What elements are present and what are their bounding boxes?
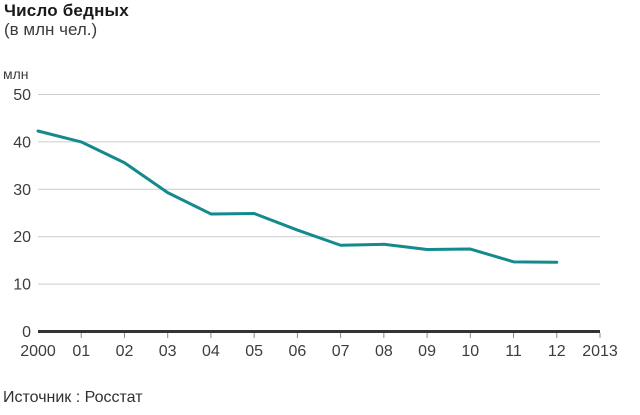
x-tick-label: 06 <box>288 343 306 360</box>
x-tick-label: 01 <box>72 343 90 360</box>
chart-subtitle: (в млн чел.) <box>4 20 98 39</box>
x-tick-label: 09 <box>418 343 436 360</box>
y-tick-label: 50 <box>13 87 31 104</box>
chart-title: Число бедных <box>4 1 129 20</box>
x-tick-label: 04 <box>202 343 220 360</box>
y-tick-label: 10 <box>13 277 31 294</box>
poor-count-line <box>36 129 559 264</box>
y-tick-label: 20 <box>13 229 31 246</box>
source-caption: Источник : Росстат <box>3 389 143 406</box>
x-tick-label: 02 <box>116 343 134 360</box>
x-tick-label: 12 <box>548 343 566 360</box>
y-axis-unit-label: млн <box>3 66 29 82</box>
x-tick-label: 2000 <box>20 343 56 360</box>
x-tick-label: 05 <box>245 343 263 360</box>
x-tick-label: 11 <box>505 343 522 360</box>
x-tick-label: 03 <box>159 343 177 360</box>
y-tick-label: 30 <box>13 182 31 199</box>
x-tick-label: 10 <box>461 343 479 360</box>
x-tick-label: 07 <box>332 343 350 360</box>
y-tick-label: 0 <box>22 324 31 341</box>
poverty-line-chart: 0 10 20 30 40 50 2000 01 02 03 04 05 06 07 08 09 10 11 12 2… <box>13 87 618 360</box>
y-tick-label: 40 <box>13 134 31 151</box>
x-tick-label: 08 <box>375 343 393 360</box>
x-tick-label: 2013 <box>582 343 618 360</box>
